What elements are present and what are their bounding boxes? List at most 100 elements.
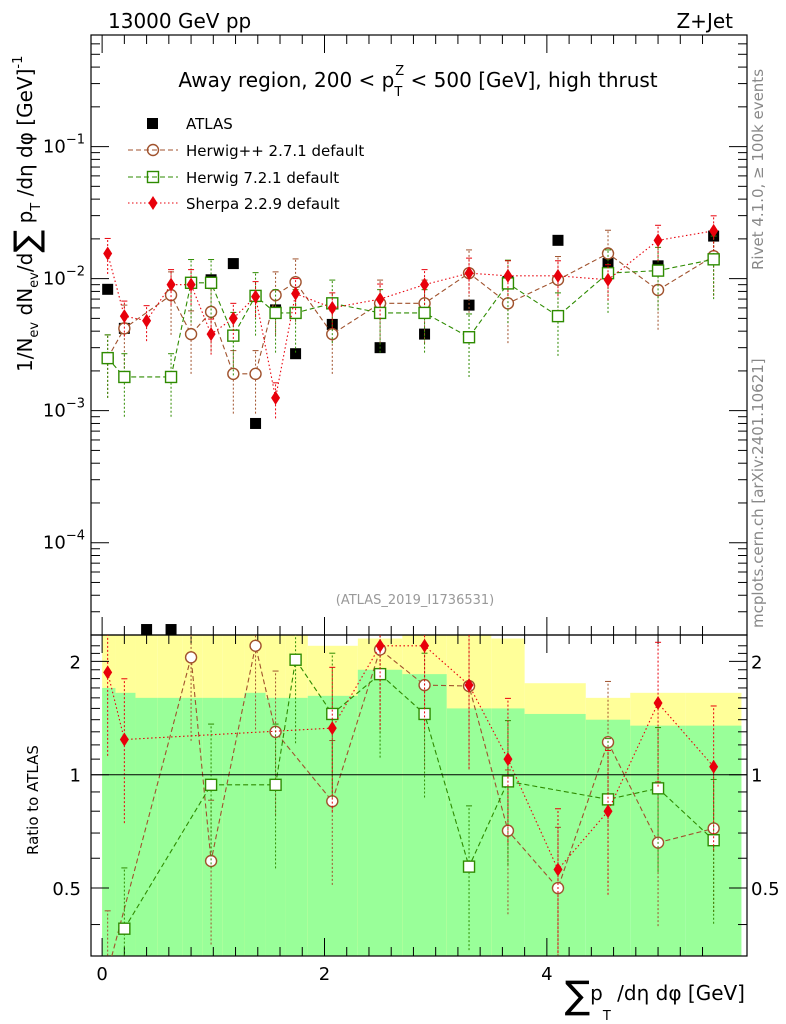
- band-green-1: [115, 692, 136, 956]
- xlabel-p: p: [590, 981, 603, 1005]
- ratio-xtick-label-1: 2: [319, 964, 330, 985]
- main-point-herwig2-4: [204, 276, 218, 289]
- legend-marker-herwigpp: [146, 143, 160, 157]
- main-ytick-label-2: 10−3: [43, 397, 85, 422]
- main-ytick-label-1: 10−2: [43, 265, 85, 290]
- main-point-herwig2-17: [707, 253, 720, 266]
- band-green-5: [202, 697, 223, 956]
- legend-marker-herwig7: [146, 170, 160, 184]
- main-point-herwig1-13: [501, 297, 515, 310]
- header-right: Z+Jet: [676, 9, 733, 33]
- main-ylabel: 1/Nev dNev/d∑ pT /dη dφ [GeV]-1: [7, 56, 47, 372]
- side-text-mcplots: mcplots.cern.ch [arXiv:2401.10621]: [749, 358, 767, 628]
- main-line-sherpa3: [107, 230, 714, 398]
- ratio-point-herwig0-1: [184, 651, 198, 664]
- ratio-point-sherpa2-2: [327, 721, 337, 736]
- xlabel-sum: ∑: [565, 973, 591, 1017]
- legend-label-herwigpp: Herwig++ 2.7.1 default: [186, 142, 364, 160]
- main-point-herwig2-1: [118, 370, 131, 384]
- ratio-axis-ticks: 0.5 0.5 1 1 2 2 0 2 4: [52, 635, 780, 985]
- ratio-point-herwig1-0: [118, 922, 131, 935]
- main-point-herwig2-5: [227, 329, 240, 342]
- ratio-point-herwig0-2: [204, 854, 218, 868]
- main-point-herwig2-12: [462, 331, 476, 344]
- ratio-xlabel: ∑pT /dη dφ [GeV]: [565, 973, 745, 1024]
- main-point-herwig2-0: [101, 351, 114, 365]
- main-point-herwig2-10: [373, 306, 387, 320]
- chart-title: Away region, 200 < pTZ < 500 [GeV], high…: [178, 64, 657, 100]
- ratio-point-herwig1-6: [418, 707, 431, 721]
- ratio-ytick-label-right-0: 0.5: [751, 879, 780, 900]
- main-point-sherpa3-7: [251, 289, 261, 304]
- ratio-point-sherpa2-3: [375, 638, 385, 653]
- legend: ATLAS Herwig++ 2.7.1 default Herwig 7.2.…: [128, 115, 364, 213]
- ratio-ytick-label-0: 0.5: [52, 879, 81, 900]
- main-point-sherpa3-3: [166, 277, 176, 292]
- ratio-ytick-label-right-2: 2: [751, 652, 762, 673]
- main-point-sherpa3-5: [206, 327, 216, 342]
- main-point-herwig2-14: [551, 309, 565, 323]
- main-point-sherpa3-8: [271, 390, 281, 405]
- chart-title-part-a: Away region, 200 < p: [178, 68, 394, 92]
- main-point-sherpa3-6: [228, 311, 238, 326]
- main-point-herwig1-4: [204, 305, 218, 319]
- ratio-ytick-label-1: 1: [70, 766, 81, 787]
- main-point-herwig2-2: [164, 370, 178, 384]
- main-point-sherpa3-15: [553, 268, 563, 283]
- legend-label-herwig7: Herwig 7.2.1 default: [186, 169, 339, 187]
- ratio-point-herwig1-7: [462, 860, 476, 873]
- ratio-data: [103, 635, 720, 956]
- main-point-herwig2-7: [269, 306, 282, 320]
- ratio-ytick-label-2: 2: [70, 652, 81, 673]
- ratio-xtick-label-0: 0: [96, 964, 107, 985]
- ratio-point-herwig1-1: [204, 778, 218, 792]
- main-ytick-label-3: 10−4: [43, 529, 85, 554]
- band-green-11: [357, 669, 403, 956]
- band-green-15: [524, 713, 586, 956]
- main-point-sherpa3-11: [375, 292, 385, 307]
- legend-label-atlas: ATLAS: [186, 115, 233, 133]
- main-ytick-label-0: 10−1: [43, 133, 85, 158]
- main-point-sherpa3-16: [603, 272, 613, 287]
- ratio-ylabel: Ratio to ATLAS: [24, 745, 42, 855]
- ratio-point-sherpa2-8: [603, 804, 613, 819]
- band-green-6: [222, 697, 245, 956]
- ratio-point-herwig1-3: [289, 653, 302, 666]
- main-point-sherpa3-9: [291, 286, 301, 301]
- header-left: 13000 GeV pp: [108, 9, 251, 33]
- ratio-point-sherpa2-7: [553, 862, 563, 877]
- ratio-point-sherpa2-9: [653, 696, 663, 711]
- main-axis-ticks: 10−1 10−2 10−3 10−4: [43, 35, 747, 636]
- ratio-bands: [102, 635, 742, 956]
- band-green-0: [102, 687, 116, 956]
- main-point-sherpa3-13: [464, 266, 474, 281]
- main-point-sherpa3-10: [327, 300, 337, 315]
- legend-marker-sherpa: [148, 196, 158, 210]
- ratio-point-herwig1-10: [651, 782, 665, 795]
- ratio-point-herwig1-9: [601, 793, 615, 806]
- main-line-herwig2: [107, 258, 714, 378]
- ratio-point-herwig1-2: [269, 778, 282, 792]
- ratio-point-herwig1-5: [373, 667, 387, 681]
- band-green-9: [285, 697, 308, 956]
- ratio-point-herwig0-3: [249, 639, 262, 652]
- chart-title-sup: Z: [395, 64, 404, 79]
- main-point-sherpa3-4: [186, 277, 196, 292]
- atlas-point-6: [250, 417, 262, 429]
- ratio-panel-frame: [90, 634, 748, 957]
- ratio-point-sherpa2-5: [464, 678, 474, 693]
- atlas-point-5: [227, 258, 239, 270]
- main-point-sherpa3-2: [142, 313, 152, 328]
- main-point-herwig2-11: [418, 306, 431, 320]
- band-green-3: [157, 697, 183, 956]
- ratio-point-sherpa2-1: [119, 732, 129, 747]
- ratio-point-sherpa2-4: [420, 638, 430, 653]
- legend-label-sherpa: Sherpa 2.2.9 default: [186, 195, 340, 213]
- ratio-point-sherpa2-0: [103, 665, 113, 680]
- ratio-point-sherpa2-6: [503, 752, 513, 767]
- main-point-herwig1-6: [249, 367, 262, 381]
- atlas-point-2: [141, 624, 153, 635]
- main-point-herwig1-3: [184, 327, 198, 341]
- atlas-point-3: [165, 624, 177, 635]
